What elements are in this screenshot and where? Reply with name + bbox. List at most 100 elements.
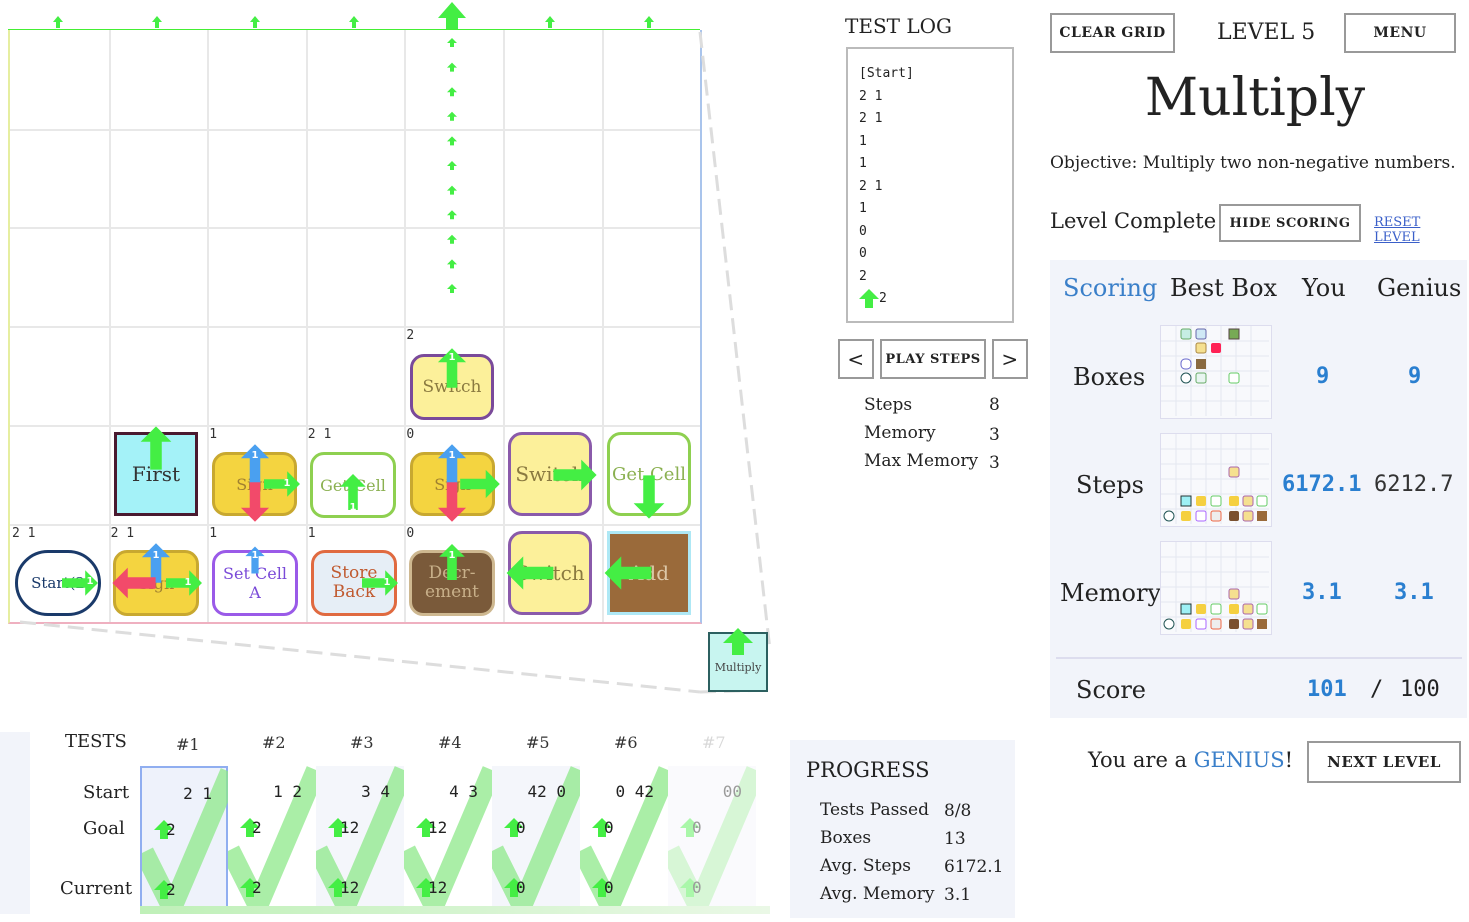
clear-grid-button[interactable]: CLEAR GRID (1050, 13, 1175, 53)
setcell-up-arrow-icon (245, 546, 265, 574)
first-up-arrow-icon (140, 426, 172, 470)
up-arrow-icon (504, 818, 524, 837)
menu-button[interactable]: MENU (1344, 13, 1456, 53)
grid-row-line (10, 227, 700, 230)
test-column[interactable]: #4 4 3 12 12 (404, 733, 492, 914)
up-arrow-icon (504, 878, 524, 897)
next-step-button[interactable]: > (992, 339, 1028, 379)
log-line: 1 (859, 201, 867, 216)
test-id: #6 (614, 733, 638, 752)
grid-column-line (108, 30, 111, 622)
test-start-value: 3 4 (361, 782, 390, 801)
grid[interactable]: 2 1 2 1 0 2 1 2 1 1 1 0 (8, 30, 702, 624)
test-progress-bar (140, 906, 770, 914)
up-arrow-icon (416, 818, 436, 837)
score-slash: / (1370, 677, 1384, 702)
sign-up-arrow-icon (240, 444, 270, 484)
prev-step-button[interactable]: < (838, 339, 874, 379)
test-start-value: 2 1 (183, 784, 212, 803)
stat-value: 3 (989, 453, 1000, 473)
up-arrow-icon (680, 878, 700, 897)
multiply-up-arrow-icon (723, 628, 753, 655)
thumb-steps-drawing (1161, 434, 1269, 524)
progress-label: Avg. Memory (820, 884, 935, 904)
next-level-button[interactable]: NEXT LEVEL (1307, 741, 1461, 783)
play-steps-button[interactable]: PLAY STEPS (880, 339, 986, 379)
current-row-label: Current (60, 878, 133, 899)
test-goal-value: 12 (428, 818, 448, 837)
genius-header: Genius (1377, 274, 1462, 302)
signal-count-badge: 1 (251, 450, 259, 461)
cell-value-label: 2 1 (307, 426, 332, 442)
score-value: 101 (1307, 677, 1347, 702)
level-complete-text: Level Complete! (1050, 209, 1225, 233)
cell-value-label: 1 (209, 525, 218, 541)
test-column[interactable]: #2 1 2 2 2 (228, 733, 316, 914)
genius-word: GENIUS (1193, 748, 1285, 772)
grid-row-line (10, 128, 700, 131)
test-column[interactable]: #6 0 42 0 0 (580, 733, 668, 914)
up-arrow-icon (154, 880, 174, 899)
reset-level-link[interactable]: RESET LEVEL (1374, 215, 1421, 245)
progress-value: 8/8 (944, 801, 972, 821)
log-line: 2 (859, 268, 867, 284)
test-current-value: 0 (516, 878, 526, 897)
decrement-up-arrow-icon (439, 544, 465, 580)
cell-value-label: 2 (406, 328, 415, 344)
cell-value-label: 2 1 (110, 525, 135, 541)
test-id: #7 (702, 733, 726, 752)
test-start-value: 4 3 (449, 782, 478, 801)
level-indicator: LEVEL 5 (1217, 20, 1316, 45)
sign-right-arrow-icon (264, 471, 300, 497)
getcell-up-arrow-icon (340, 474, 366, 510)
progress-label: Tests Passed (820, 800, 929, 820)
test-current-value: 0 (692, 878, 702, 897)
grid-column-line (305, 30, 308, 622)
you-header: You (1302, 274, 1346, 302)
test-column[interactable]: #1 2 1 2 2 (140, 735, 230, 914)
test-goal-value: 0 (604, 818, 614, 837)
sign-right-arrow-icon (460, 469, 500, 499)
top-output-arrows (53, 2, 654, 30)
grid-row-line (10, 424, 700, 427)
scoring-header: Scoring (1063, 274, 1158, 302)
up-arrow-icon (240, 878, 260, 897)
steps-genius-value: 6212.7 (1374, 472, 1454, 497)
genius-message: You are a GENIUS! (1088, 748, 1293, 772)
progress-value: 6172.1 (944, 857, 1004, 877)
test-start-value: 0 42 (615, 782, 654, 801)
signal-count-badge: 1 (349, 502, 357, 513)
grid-column-line (404, 30, 407, 622)
tests-side-strip (0, 732, 30, 914)
steps-row-label: Steps (1076, 471, 1144, 499)
sign-up-arrow-icon (141, 543, 171, 583)
grid-column-line (601, 30, 604, 622)
start-right-arrow-icon (62, 570, 98, 596)
test-column[interactable]: #7 00 0 0 (668, 733, 756, 914)
boxes-genius-value: 9 (1408, 364, 1422, 389)
zoom-guide-lines (698, 31, 772, 694)
memory-row-label: Memory (1060, 579, 1162, 607)
cell-value-label: 1 (209, 426, 218, 442)
tests-header: TESTS (65, 731, 127, 752)
cell-value-label: 2 1 (12, 525, 36, 541)
sign-down-arrow-icon (437, 482, 467, 522)
progress-value: 3.1 (944, 885, 972, 905)
test-log[interactable]: [Start] 2 1 2 1 1 1 2 1 1 0 0 2 2 (846, 47, 1014, 323)
test-current-value: 2 (166, 880, 176, 899)
signal-trail (447, 38, 457, 293)
grid-row-line (10, 326, 700, 329)
boxes-you-value: 9 (1316, 364, 1330, 389)
test-current-value: 0 (604, 878, 614, 897)
grid-column-line (207, 30, 210, 622)
memory-genius-value: 3.1 (1394, 580, 1434, 605)
test-column[interactable]: #3 3 4 12 12 (316, 733, 404, 914)
log-line: 1 (859, 133, 867, 149)
multiply-label: Multiply (714, 660, 762, 674)
log-last-line: 2 (859, 288, 1012, 311)
up-arrow-icon (240, 818, 260, 837)
hide-scoring-button[interactable]: HIDE SCORING (1219, 204, 1361, 242)
up-arrow-icon (592, 878, 612, 897)
up-arrow-icon (680, 818, 700, 837)
